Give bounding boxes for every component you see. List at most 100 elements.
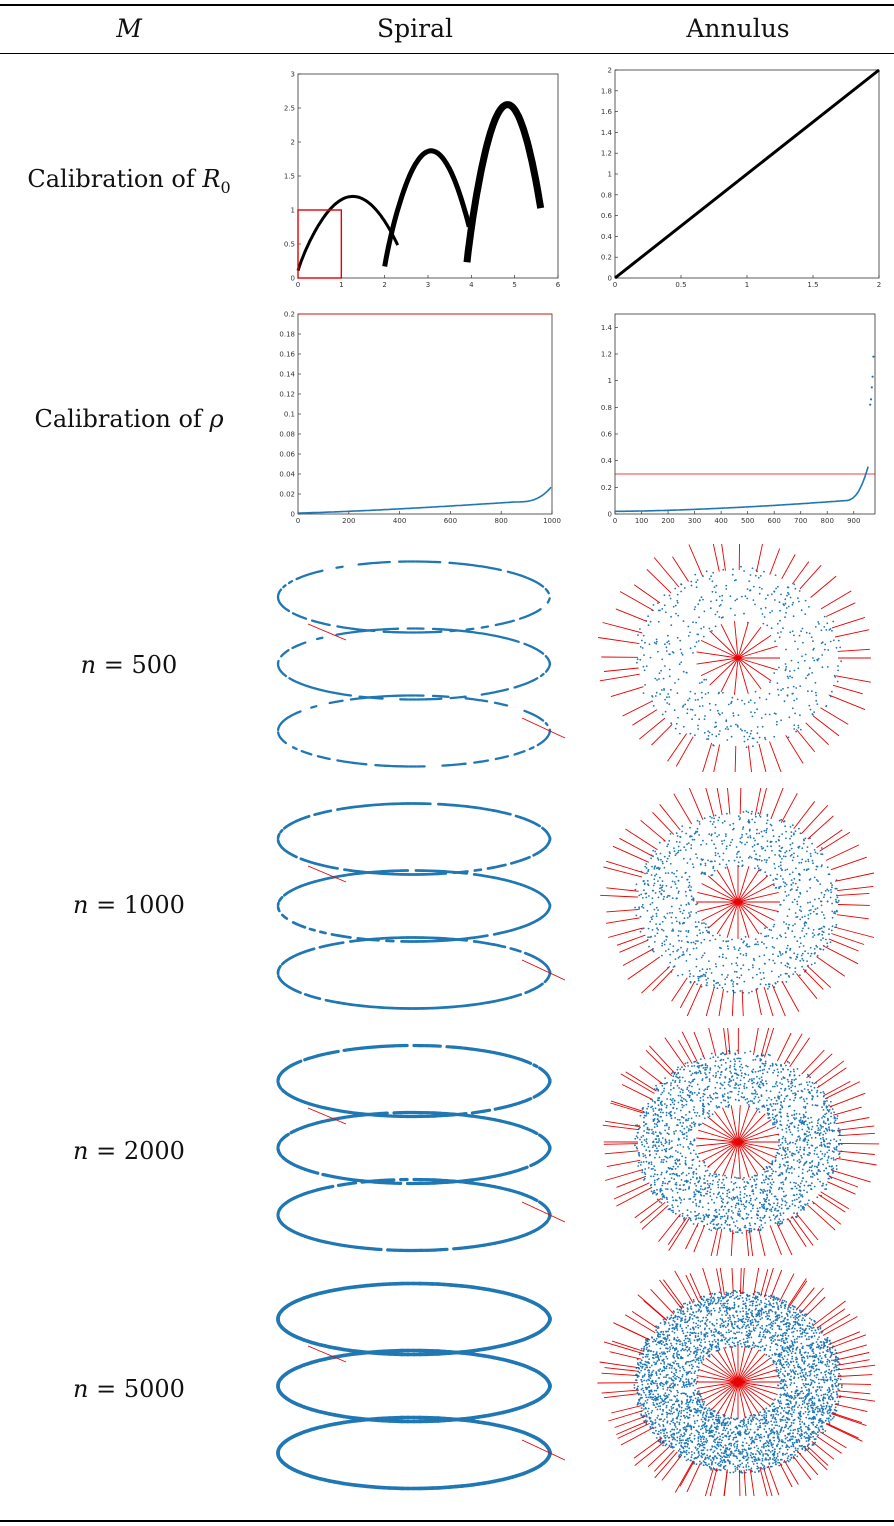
- x-tick-label: 1000: [543, 517, 561, 525]
- sample-point: [726, 945, 729, 948]
- sample-point: [676, 950, 678, 952]
- sample-point: [663, 1082, 666, 1085]
- sample-point: [685, 1114, 687, 1116]
- y-tick-label: 0.04: [279, 471, 295, 479]
- sample-point: [716, 835, 719, 838]
- boundary-normal-outer: [625, 828, 658, 851]
- sample-point: [778, 1139, 780, 1141]
- sample-point: [831, 916, 834, 919]
- sample-point: [771, 1206, 774, 1209]
- sample-point: [651, 929, 654, 931]
- sample-point: [773, 590, 775, 593]
- sample-point: [801, 952, 804, 955]
- sample-point: [652, 849, 655, 852]
- helix-segment: [279, 828, 284, 834]
- sample-point: [729, 1228, 731, 1230]
- sample-point: [691, 1065, 693, 1067]
- boundary-normal-inner: [737, 657, 778, 671]
- sample-point: [817, 880, 819, 882]
- sample-point: [681, 1125, 683, 1128]
- sample-point: [738, 850, 740, 853]
- sample-point: [645, 1138, 648, 1141]
- sample-point: [756, 859, 759, 861]
- sample-point: [681, 1155, 683, 1158]
- sample-point: [706, 1180, 709, 1182]
- sample-point: [654, 892, 657, 894]
- sample-point: [766, 819, 769, 822]
- sample-point: [796, 1138, 799, 1141]
- sample-point: [793, 1117, 795, 1119]
- sample-point: [797, 661, 800, 664]
- sample-point: [657, 1177, 660, 1180]
- sample-point: [708, 1078, 711, 1081]
- sample-point: [765, 1104, 768, 1107]
- sample-point: [700, 872, 703, 875]
- sample-point: [757, 1210, 760, 1213]
- sample-point: [762, 847, 765, 849]
- sample-point: [697, 979, 700, 982]
- sample-point: [698, 1160, 701, 1163]
- sample-point: [718, 605, 721, 607]
- sample-point: [691, 1100, 694, 1102]
- sample-point: [734, 1082, 737, 1084]
- sample-point: [824, 1132, 827, 1135]
- sample-point: [752, 1102, 755, 1104]
- sample-point: [830, 929, 833, 932]
- sample-point: [664, 1138, 667, 1141]
- sample-point: [795, 1117, 798, 1120]
- sample-point: [654, 1191, 656, 1194]
- sample-point: [711, 874, 714, 876]
- sample-point: [665, 860, 668, 863]
- sample-point: [734, 599, 737, 602]
- sample-point: [653, 1126, 656, 1128]
- sample-point: [697, 1062, 700, 1065]
- sample-point: [779, 903, 782, 906]
- helix-segment: [451, 803, 462, 808]
- sample-point: [643, 669, 646, 672]
- sample-point: [820, 642, 823, 644]
- boundary-normal-outer: [705, 788, 715, 817]
- sample-point: [784, 1137, 787, 1140]
- sample-point: [800, 861, 803, 864]
- helix-segment: [300, 749, 308, 754]
- sample-point: [710, 1198, 713, 1201]
- sample-point: [789, 1131, 792, 1133]
- sample-point: [743, 1082, 746, 1085]
- sample-point: [657, 620, 660, 623]
- sample-point: [743, 980, 746, 983]
- sample-point: [777, 1188, 780, 1191]
- helix-segment: [498, 810, 507, 815]
- sample-point: [657, 928, 659, 931]
- sample-point: [680, 1179, 683, 1181]
- sample-point: [770, 1168, 773, 1170]
- sample-point: [787, 1085, 790, 1088]
- sample-point: [693, 1125, 696, 1127]
- helix-segment: [473, 1002, 483, 1006]
- sample-point: [709, 1188, 712, 1191]
- sample-point: [682, 1133, 685, 1136]
- helix-segment: [487, 691, 497, 695]
- sample-point: [797, 1130, 800, 1132]
- sample-point: [650, 874, 653, 876]
- sample-point: [658, 1138, 660, 1140]
- sample-point: [706, 1096, 709, 1099]
- sample-point: [824, 1188, 826, 1191]
- sample-point: [714, 847, 717, 850]
- sample-point: [763, 1065, 766, 1067]
- sample-point: [810, 952, 813, 955]
- sample-point: [801, 916, 804, 919]
- sample-point: [678, 939, 680, 942]
- sample-point: [758, 586, 761, 589]
- sample-point: [698, 682, 701, 684]
- sample-point: [713, 1201, 716, 1204]
- sample-point: [771, 945, 774, 948]
- sample-point: [766, 1189, 769, 1192]
- sample-point: [825, 1183, 828, 1186]
- sample-point: [794, 712, 796, 715]
- sample-point: [690, 1074, 693, 1076]
- sample-point: [782, 1183, 785, 1186]
- boundary-normal-outer: [741, 989, 744, 1016]
- helix-segment: [525, 1060, 533, 1065]
- sample-point: [791, 1152, 794, 1155]
- helix-segment: [295, 710, 302, 715]
